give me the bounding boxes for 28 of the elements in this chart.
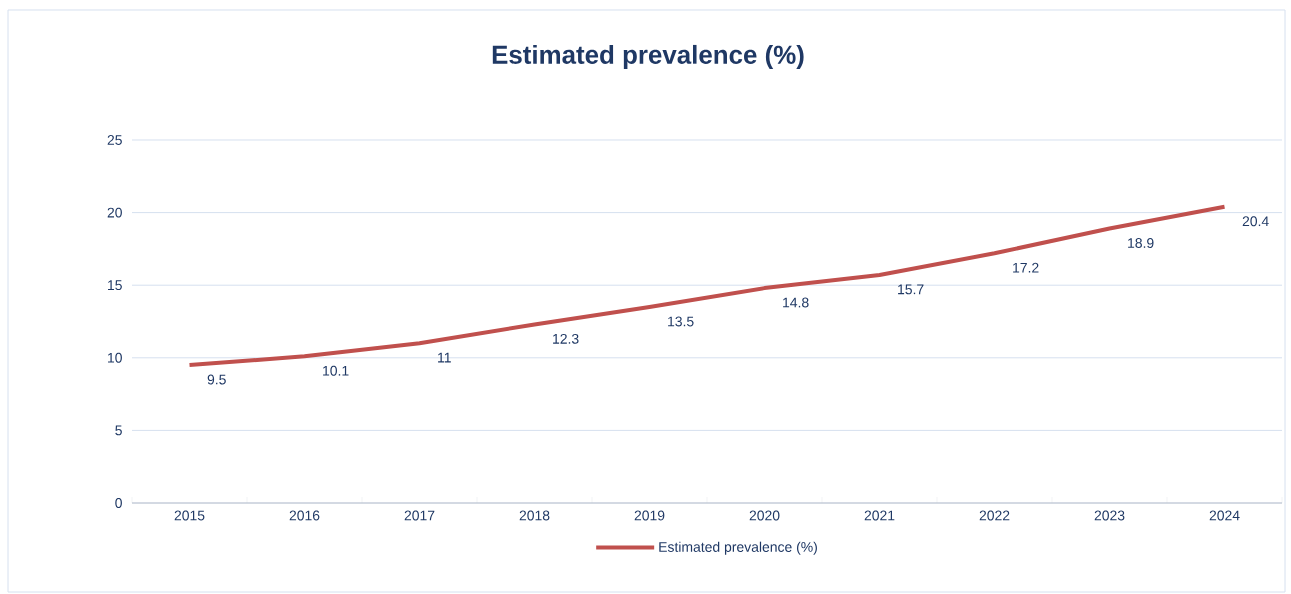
x-tick-label: 2016 [289,510,320,521]
chart-title: Estimated prevalence (%) [492,44,804,70]
data-label: 20.4 [1242,216,1269,227]
y-tick-label: 15 [108,280,122,291]
legend-label: Estimated prevalence (%) [659,541,817,555]
y-tick-label: 20 [107,207,122,218]
y-tick-label: 5 [115,425,122,436]
data-label: 10.1 [323,365,349,376]
x-tick-label: 2018 [519,510,550,521]
data-label: 9.5 [207,374,226,385]
x-tick-label: 2020 [749,510,780,521]
data-label: 18.9 [1128,238,1154,248]
x-tick-label: 2015 [174,510,205,521]
data-label: 13.5 [668,316,694,327]
x-tick-label: 2021 [864,510,895,521]
data-label: 12.3 [553,333,579,344]
data-label: 15.7 [898,284,924,295]
data-label: 11 [438,352,451,363]
data-label: 14.8 [783,297,809,308]
y-tick-label: 25 [107,135,122,145]
x-tick-label: 2023 [1094,510,1125,521]
data-label: 17.2 [1013,262,1039,273]
y-tick-label: 0 [115,498,122,508]
x-tick-label: 2022 [979,510,1010,521]
y-tick-label: 10 [108,352,122,363]
x-tick-label: 2017 [404,510,435,521]
x-tick-label: 2024 [1209,510,1240,521]
x-tick-label: 2019 [634,510,665,521]
